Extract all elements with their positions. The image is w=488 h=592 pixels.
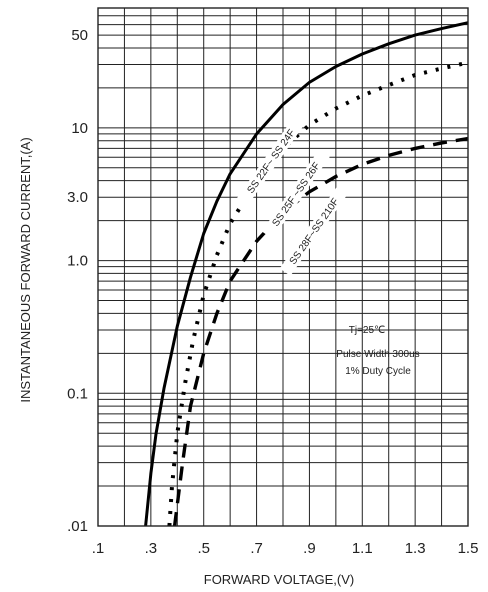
annotation-duty-cycle: 1% Duty Cycle xyxy=(345,366,411,377)
y-tick-label: 10 xyxy=(71,120,88,137)
series-line-2 xyxy=(167,60,469,527)
y-tick-label: .01 xyxy=(67,518,88,535)
x-tick-label: 1.5 xyxy=(458,540,479,557)
x-tick-label: .1 xyxy=(92,540,105,557)
series-label-background xyxy=(279,186,348,276)
y-tick-label: 1.0 xyxy=(67,253,88,270)
annotation-pulse-width: Pulse Width 300us xyxy=(336,349,419,360)
x-tick-label: 1.3 xyxy=(405,540,426,557)
tick-labels: .1 .3 .5 .7 .9 1.1 1.3 1.5 .01 0.1 1.0 3.0 10 50 xyxy=(67,27,478,557)
annotation-block: Tj=25℃ Pulse Width 300us 1% Duty Cycle xyxy=(336,325,419,377)
x-tick-label: .3 xyxy=(145,540,158,557)
x-tick-label: 1.1 xyxy=(352,540,373,557)
series-label-background xyxy=(261,149,330,239)
series-label-text: SS 28F~SS 210F xyxy=(288,197,342,267)
x-tick-label: .5 xyxy=(197,540,210,557)
plot-frame xyxy=(97,7,469,527)
y-tick-label: 3.0 xyxy=(67,189,88,206)
x-axis-label: FORWARD VOLTAGE,(V) xyxy=(204,572,354,587)
series-label-background xyxy=(236,116,305,206)
x-tick-label: .9 xyxy=(303,540,316,557)
curves xyxy=(144,21,469,527)
annotation-temperature: Tj=25℃ xyxy=(349,325,386,336)
series-line-1 xyxy=(144,21,469,527)
y-tick-label: 50 xyxy=(71,27,88,44)
y-axis-label: INSTANTANEOUS FORWARD CURRENT,(A) xyxy=(18,137,33,402)
series-line-3 xyxy=(172,136,469,527)
y-tick-label: 0.1 xyxy=(67,385,88,402)
grid xyxy=(97,7,469,527)
x-tick-label: .7 xyxy=(250,540,263,557)
